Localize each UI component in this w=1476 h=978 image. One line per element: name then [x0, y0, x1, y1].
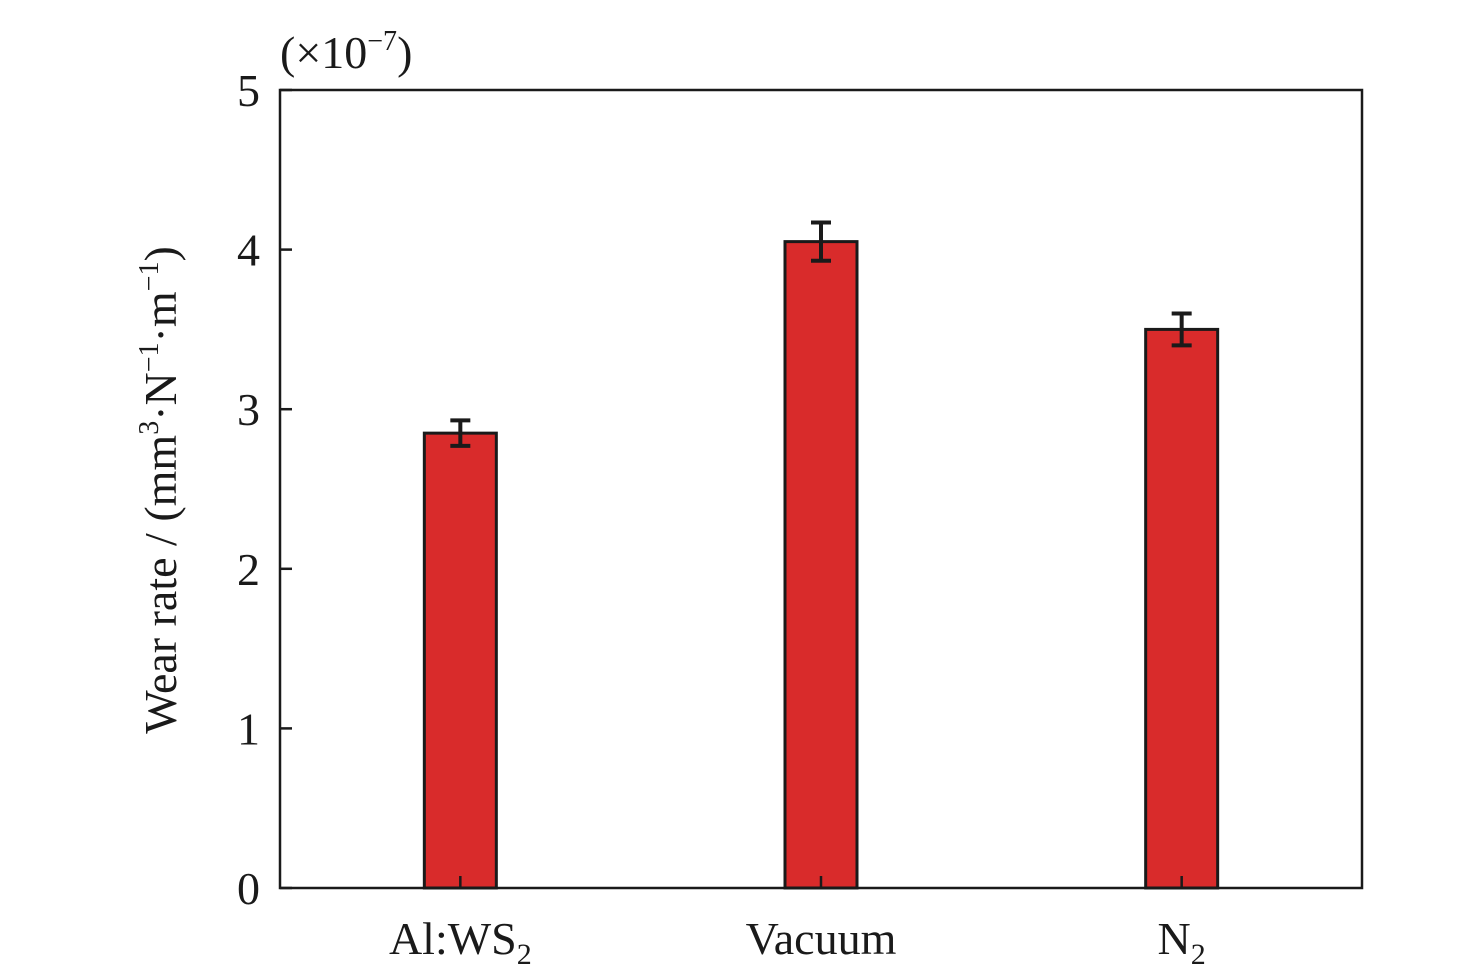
y-axis-label-part1: Wear rate / (mm [135, 435, 186, 734]
plot-frame [278, 88, 1364, 890]
y-axis-label-part2: ·N [135, 372, 186, 421]
y-axis-label-part4: ) [135, 246, 186, 261]
multiplier-part1: (×10 [280, 27, 367, 78]
bar-0 [422, 431, 498, 890]
multiplier-sup: −7 [367, 26, 397, 57]
y-axis-label: Wear rate / (mm3·N−1·m−1) [134, 246, 186, 734]
x-tick-label-base-1: Vacuum [746, 913, 897, 964]
y-axis-label-sup3: −1 [134, 262, 165, 292]
y-tick-label-4: 4 [237, 225, 260, 276]
y-tick-label-3: 3 [237, 384, 260, 435]
x-tick-label-1: Vacuum [746, 913, 897, 964]
x-tick-label-2: N2 [1158, 913, 1206, 971]
y-tick-label-5: 5 [237, 65, 260, 116]
x-tick-label-sub-2: 2 [1191, 938, 1206, 971]
bar-1 [783, 240, 859, 890]
x-tick-label-0: Al:WS2 [389, 913, 532, 971]
y-axis-label-sup1: 3 [134, 421, 165, 435]
y-axis-label-sup2: −1 [134, 342, 165, 372]
y-tick-label-0: 0 [237, 863, 260, 914]
x-tick-label-sub-0: 2 [517, 938, 532, 971]
y-tick-label-1: 1 [237, 703, 260, 754]
multiplier-part2: ) [397, 27, 412, 78]
bar-2 [1144, 327, 1220, 890]
y-axis-multiplier: (×10−7) [280, 26, 412, 78]
bars-layer [422, 220, 1220, 890]
y-axis-label-part3: ·m [135, 291, 186, 342]
x-tick-label-base-2: N [1158, 913, 1191, 964]
y-tick-label-2: 2 [237, 544, 260, 595]
x-tick-label-base-0: Al:WS [389, 913, 517, 964]
